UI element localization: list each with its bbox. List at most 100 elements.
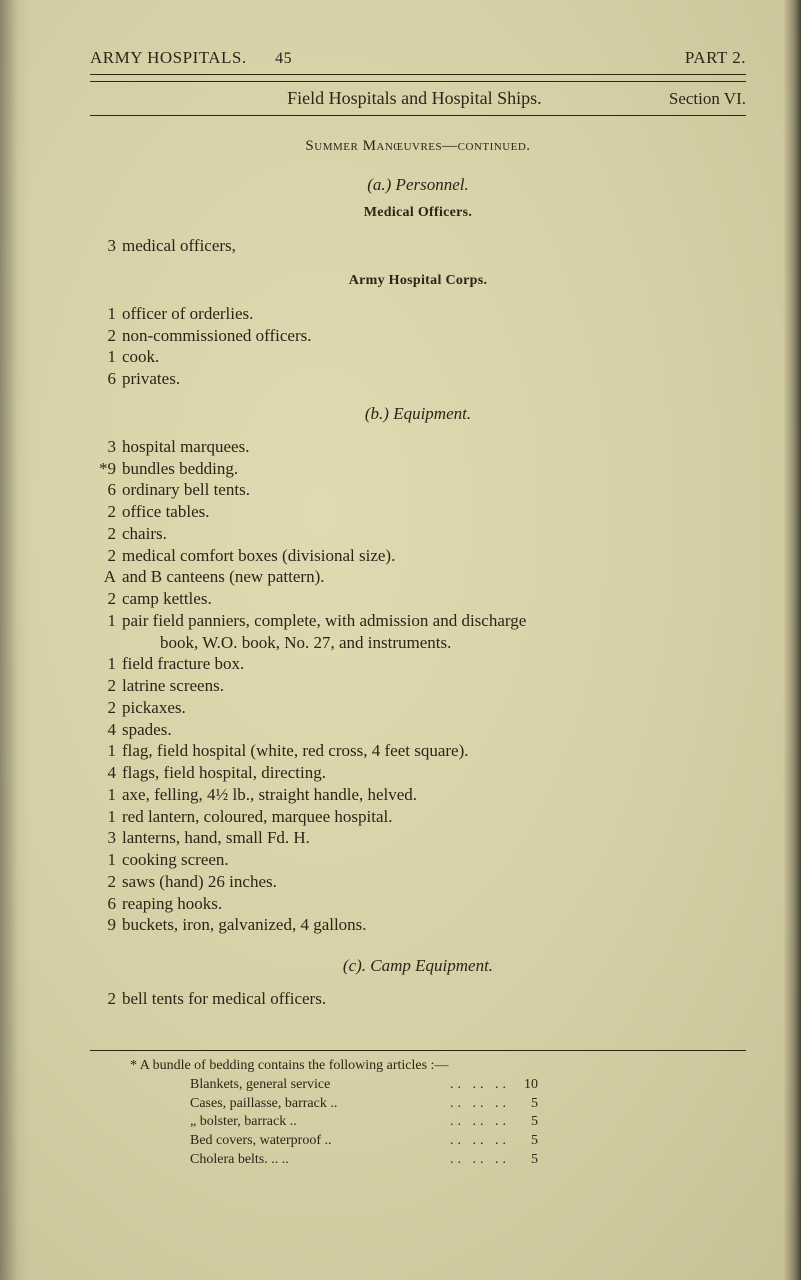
- text: axe, felling, 4½ lb., straight handle, h…: [122, 784, 746, 806]
- text: red lantern, coloured, marquee hospital.: [122, 806, 746, 828]
- list-equipment: 3hospital marquees.*9bundles bedding.6or…: [90, 436, 746, 936]
- list-item: 2 office tables.: [90, 501, 746, 523]
- list-item: 4 flags, field hospital, directing.: [90, 762, 746, 784]
- text: flag, field hospital (white, red cross, …: [122, 740, 746, 762]
- count: 2: [90, 523, 116, 545]
- list-item: 6privates.: [90, 368, 746, 390]
- footnote-dots: .. .. ..: [450, 1151, 510, 1170]
- header-left: ARMY HOSPITALS. 45: [90, 48, 292, 68]
- footnote-table: Blankets, general service.. .. ..10Cases…: [190, 1076, 746, 1170]
- count: 4: [90, 719, 116, 741]
- text: bell tents for medical officers.: [122, 988, 746, 1010]
- count: 3: [90, 827, 116, 849]
- footnote-row: „ bolster, barrack .... .. ..5: [190, 1113, 746, 1132]
- count: 6: [90, 479, 116, 501]
- list-item: 1 officer of orderlies.: [90, 303, 746, 325]
- list-item: 1 red lantern, coloured, marquee hospital…: [90, 806, 746, 828]
- section-title: Field Hospitals and Hospital Ships.: [160, 88, 669, 109]
- count: *9: [90, 458, 116, 480]
- page-number: 45: [275, 50, 292, 67]
- footnote-dots: .. .. ..: [450, 1132, 510, 1151]
- text: and B canteens (new pattern).: [122, 566, 746, 588]
- list-item: 2 chairs.: [90, 523, 746, 545]
- page-shadow-right: [783, 0, 801, 1280]
- subheading-army-hospital-corps: Army Hospital Corps.: [90, 273, 746, 289]
- footnote-label: Cholera belts. .. ..: [190, 1151, 450, 1170]
- text: field fracture box.: [122, 653, 746, 675]
- count: 2: [90, 545, 116, 567]
- text: officer of orderlies.: [122, 303, 746, 325]
- text: ordinary bell tents.: [122, 479, 746, 501]
- count: 1: [90, 303, 116, 325]
- count: 1: [90, 740, 116, 762]
- count: 1: [90, 849, 116, 871]
- count: 1: [90, 610, 116, 632]
- text: non-commissioned officers.: [122, 325, 746, 347]
- count: A: [90, 566, 116, 588]
- footnote-label: Blankets, general service: [190, 1076, 450, 1095]
- list-item: 2 non-commissioned officers.: [90, 325, 746, 347]
- footnote-lead: * A bundle of bedding contains the follo…: [130, 1057, 746, 1076]
- text: pair field panniers, complete, with admi…: [122, 610, 746, 632]
- header-right: PART 2.: [685, 48, 746, 68]
- footnote-dots: .. .. ..: [450, 1095, 510, 1114]
- count: 2: [90, 675, 116, 697]
- list-personnel: 1 officer of orderlies. 2 non-commissioned …: [90, 303, 746, 390]
- text: office tables.: [122, 501, 746, 523]
- footnote-label: „ bolster, barrack ..: [190, 1113, 450, 1132]
- text: chairs.: [122, 523, 746, 545]
- footnote-row: Cases, paillasse, barrack .... .. ..5: [190, 1095, 746, 1114]
- running-header: ARMY HOSPITALS. 45 PART 2.: [90, 48, 746, 68]
- list-item: *9bundles bedding.: [90, 458, 746, 480]
- footnote-dots: .. .. ..: [450, 1076, 510, 1095]
- footnote-value: 5: [510, 1132, 538, 1151]
- list-item: 3 lanterns, hand, small Fd. H.: [90, 827, 746, 849]
- footnote-row: Bed covers, waterproof .... .. ..5: [190, 1132, 746, 1151]
- count: 6: [90, 893, 116, 915]
- list-item: 3 hospital marquees.: [90, 436, 746, 458]
- list-item: 4 spades.: [90, 719, 746, 741]
- text: buckets, iron, galvanized, 4 gallons.: [122, 914, 746, 936]
- footnote-rule: [90, 1050, 746, 1051]
- count: 2: [90, 501, 116, 523]
- count: 1: [90, 653, 116, 675]
- text: cook.: [122, 346, 746, 368]
- rule-1: [90, 74, 746, 75]
- text: hospital marquees.: [122, 436, 746, 458]
- heading-c: (c). Camp Equipment.: [90, 956, 746, 976]
- page-shadow-left: [0, 0, 30, 1280]
- list-item: 2pickaxes.: [90, 697, 746, 719]
- count: 2: [90, 871, 116, 893]
- footnote-value: 5: [510, 1151, 538, 1170]
- list-item: 6 ordinary bell tents.: [90, 479, 746, 501]
- text: spades.: [122, 719, 746, 741]
- rule-3: [90, 115, 746, 116]
- section-number: Section VI.: [669, 89, 746, 109]
- text: flags, field hospital, directing.: [122, 762, 746, 784]
- list-item: Aand B canteens (new pattern).: [90, 566, 746, 588]
- count: 1: [90, 784, 116, 806]
- count: 2: [90, 697, 116, 719]
- count: 3: [90, 235, 116, 257]
- count: 1: [90, 806, 116, 828]
- count: 9: [90, 914, 116, 936]
- text: lanterns, hand, small Fd. H.: [122, 827, 746, 849]
- heading-b: (b.) Equipment.: [90, 404, 746, 424]
- list-item: 1 flag, field hospital (white, red cross,…: [90, 740, 746, 762]
- footnote-dots: .. .. ..: [450, 1113, 510, 1132]
- count: 6: [90, 368, 116, 390]
- text: latrine screens.: [122, 675, 746, 697]
- subheading-medical-officers: Medical Officers.: [90, 205, 746, 221]
- count: 4: [90, 762, 116, 784]
- text: reaping hooks.: [122, 893, 746, 915]
- footnote-value: 5: [510, 1095, 538, 1114]
- continuation-line: Summer Manœuvres—continued.: [90, 138, 746, 155]
- count: 3: [90, 436, 116, 458]
- heading-a: (a.) Personnel.: [90, 175, 746, 195]
- count: 2: [90, 325, 116, 347]
- text: camp kettles.: [122, 588, 746, 610]
- footnote: * A bundle of bedding contains the follo…: [90, 1057, 746, 1170]
- text: cooking screen.: [122, 849, 746, 871]
- page: ARMY HOSPITALS. 45 PART 2. Field Hospita…: [0, 0, 801, 1280]
- list-item: 2medical comfort boxes (divisional size)…: [90, 545, 746, 567]
